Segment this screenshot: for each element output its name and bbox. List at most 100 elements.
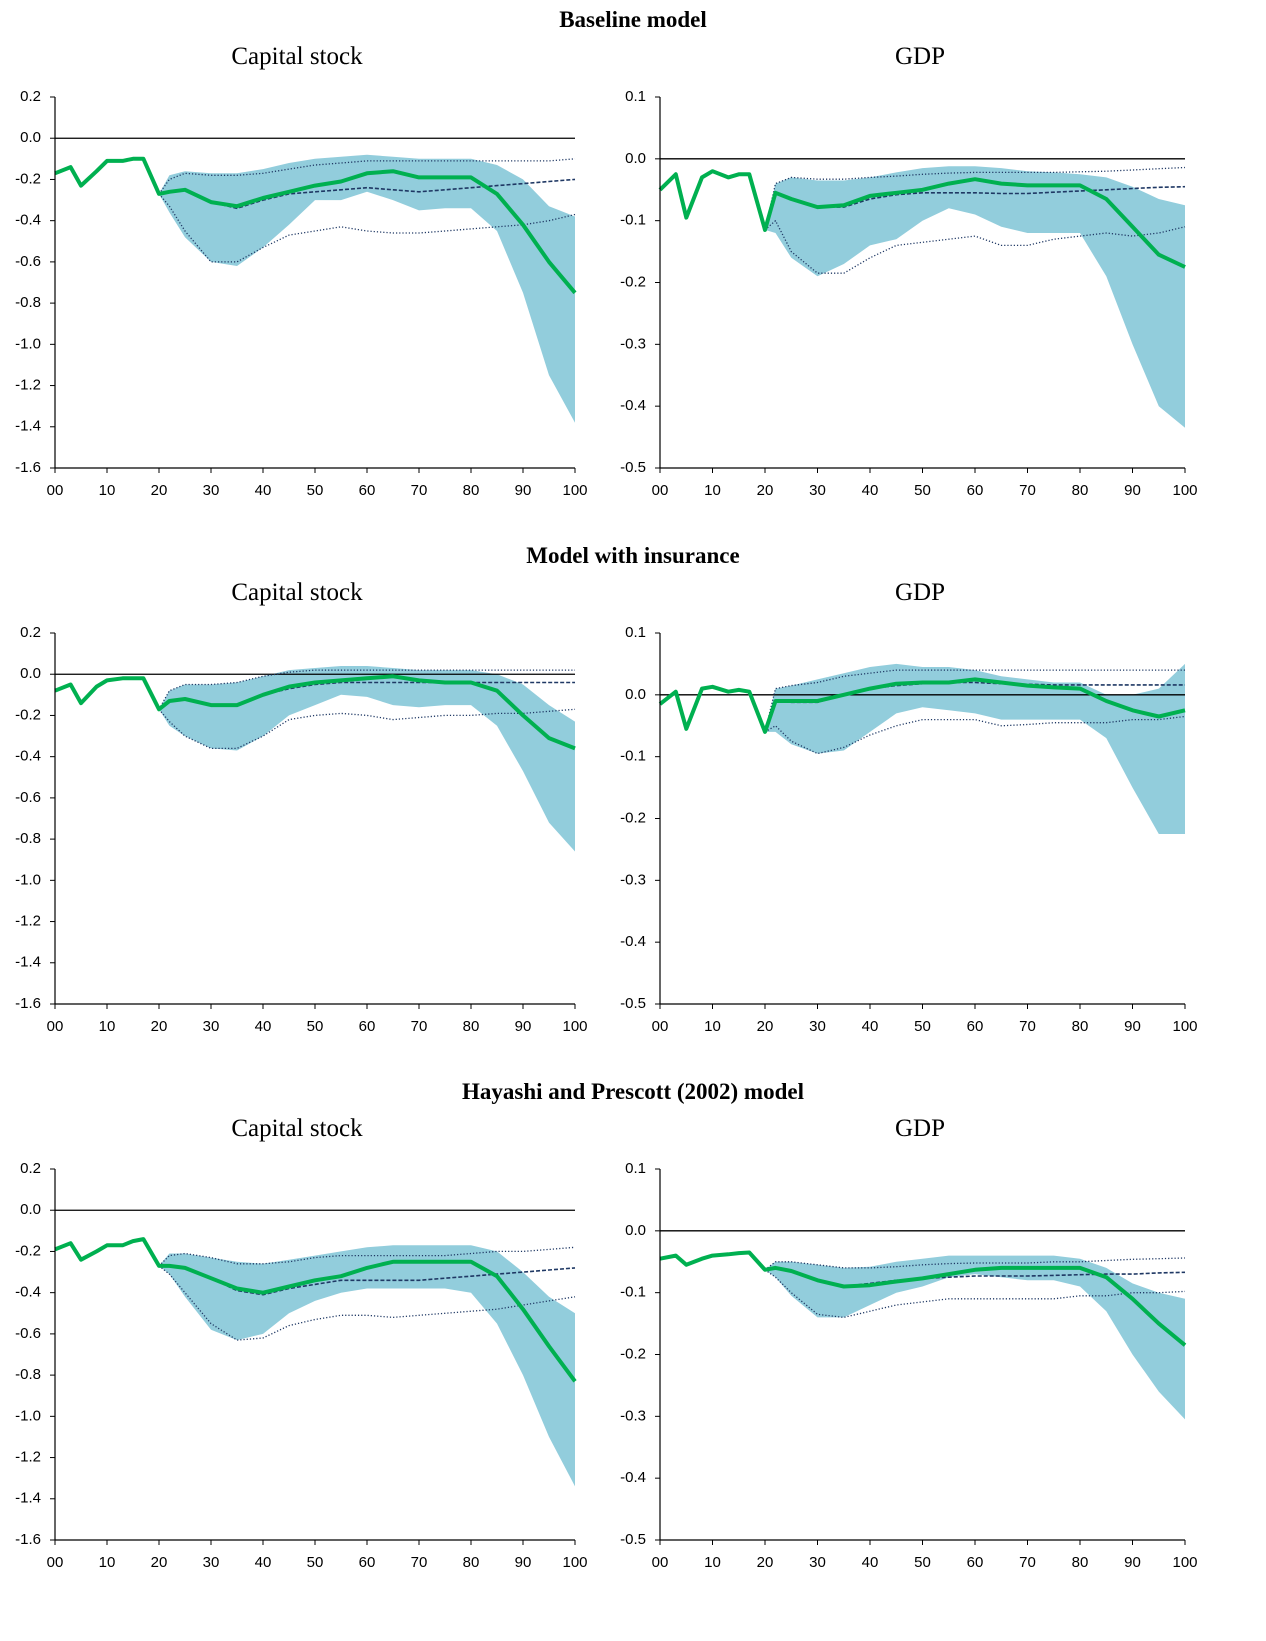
x-tick-label: 00 <box>47 1018 64 1035</box>
x-tick-label: 50 <box>307 1554 324 1571</box>
x-tick-label: 40 <box>862 1018 879 1035</box>
x-tick-label: 80 <box>463 482 480 499</box>
x-tick-label: 30 <box>809 1018 826 1035</box>
plot: 0.1 0.0 -0.1 -0.2 -0.3 -0.4 -0.5 00 10 20 30 40 50 60… <box>620 88 1197 499</box>
x-tick-label: 70 <box>411 1018 428 1035</box>
y-tick-label: -1.2 <box>15 1449 41 1466</box>
x-tick-label: 80 <box>463 1554 480 1571</box>
x-tick-label: 20 <box>151 1554 168 1571</box>
x-tick-label: 100 <box>1172 1018 1197 1035</box>
y-tick-label: -0.3 <box>620 871 646 888</box>
x-tick-label: 70 <box>411 482 428 499</box>
section-title: Baseline model <box>559 7 707 32</box>
y-tick-label: 0.2 <box>20 1160 41 1177</box>
series-line <box>764 669 1185 733</box>
series-line <box>764 1269 1186 1319</box>
confidence-band <box>765 663 1185 834</box>
x-tick-label: 60 <box>359 1018 376 1035</box>
x-tick-label: 100 <box>1172 482 1197 499</box>
series-line <box>54 156 577 295</box>
series-line <box>158 669 575 710</box>
x-tick-label: 60 <box>359 482 376 499</box>
y-tick-label: 0.2 <box>20 624 41 641</box>
x-tick-label: 100 <box>562 1554 587 1571</box>
y-tick-label: -1.0 <box>15 871 41 888</box>
x-tick-label: 40 <box>862 482 879 499</box>
y-tick-label: -0.2 <box>620 809 646 826</box>
x-tick-label: 80 <box>1072 1018 1089 1035</box>
y-tick-label: -0.6 <box>15 253 41 270</box>
x-tick-label: 70 <box>1019 1554 1036 1571</box>
x-tick-label: 00 <box>652 1554 669 1571</box>
y-tick-label: -1.4 <box>15 1490 41 1507</box>
y-tick-label: -0.5 <box>620 995 646 1012</box>
x-tick-label: 40 <box>255 1554 272 1571</box>
series-line <box>158 708 576 750</box>
y-tick-label: 0.1 <box>625 1160 646 1177</box>
x-tick-label: 10 <box>99 1554 116 1571</box>
confidence-band <box>159 666 575 852</box>
x-tick-label: 30 <box>203 1554 220 1571</box>
y-tick-label: 0.2 <box>20 88 41 105</box>
x-tick-label: 100 <box>562 482 587 499</box>
series-line <box>764 220 1186 274</box>
y-tick-label: 0.0 <box>20 129 41 146</box>
y-tick-label: 0.1 <box>625 88 646 105</box>
x-tick-label: 60 <box>967 1018 984 1035</box>
x-tick-label: 30 <box>809 482 826 499</box>
y-tick-label: -1.6 <box>15 459 41 476</box>
y-tick-label: -0.3 <box>620 1407 646 1424</box>
x-tick-label: 10 <box>704 1018 721 1035</box>
x-tick-label: 90 <box>515 1554 532 1571</box>
x-tick-label: 80 <box>1072 482 1089 499</box>
y-tick-label: -1.4 <box>15 954 41 971</box>
x-tick-label: 60 <box>967 482 984 499</box>
x-tick-label: 50 <box>914 482 931 499</box>
confidence-band <box>159 154 575 423</box>
y-tick-label: -0.4 <box>620 933 646 950</box>
x-tick-label: 90 <box>1124 482 1141 499</box>
x-tick-label: 10 <box>99 1018 116 1035</box>
y-tick-label: -0.2 <box>620 273 646 290</box>
y-tick-label: 0.0 <box>625 1222 646 1239</box>
x-tick-label: 90 <box>515 482 532 499</box>
y-tick-label: 0.0 <box>625 686 646 703</box>
x-tick-label: 10 <box>99 482 116 499</box>
section-title: Model with insurance <box>526 543 739 568</box>
chart-title: Capital stock <box>231 1115 363 1142</box>
x-tick-label: 00 <box>652 1018 669 1035</box>
x-tick-label: 20 <box>151 482 168 499</box>
confidence-band <box>765 166 1185 428</box>
y-tick-label: -0.1 <box>620 212 646 229</box>
y-tick-label: -0.6 <box>15 789 41 806</box>
y-tick-label: -0.2 <box>15 706 41 723</box>
y-tick-label: -1.0 <box>15 335 41 352</box>
x-tick-label: 30 <box>203 1018 220 1035</box>
x-tick-label: 20 <box>757 482 774 499</box>
y-tick-label: -0.4 <box>620 1469 646 1486</box>
x-tick-label: 10 <box>704 1554 721 1571</box>
series-line <box>158 1246 576 1267</box>
x-tick-label: 20 <box>757 1554 774 1571</box>
x-tick-label: 70 <box>411 1554 428 1571</box>
x-tick-label: 90 <box>1124 1554 1141 1571</box>
y-tick-label: -0.6 <box>15 1325 41 1342</box>
plot: 0.1 0.0 -0.1 -0.2 -0.3 -0.4 -0.5 00 10 20 30 40 50 60… <box>620 1160 1197 1571</box>
x-tick-label: 70 <box>1019 1018 1036 1035</box>
y-tick-label: 0.0 <box>20 665 41 682</box>
y-tick-label: -1.2 <box>15 913 41 930</box>
y-tick-label: -0.3 <box>620 335 646 352</box>
y-tick-label: -0.2 <box>620 1345 646 1362</box>
chart-title: GDP <box>895 43 945 70</box>
y-tick-label: -0.8 <box>15 1366 41 1383</box>
chart-title: Capital stock <box>231 579 363 606</box>
y-tick-label: 0.0 <box>20 1201 41 1218</box>
x-tick-label: 40 <box>255 1018 272 1035</box>
plot: 0.2 0.0 -0.2 -0.4 -0.6 -0.8 -1.0 -1.2 -1.4 -1.6 00… <box>15 1160 587 1571</box>
y-tick-label: 0.1 <box>625 624 646 641</box>
confidence-band <box>159 1245 575 1487</box>
x-tick-label: 70 <box>1019 482 1036 499</box>
y-tick-label: -0.4 <box>620 397 646 414</box>
x-tick-label: 50 <box>914 1018 931 1035</box>
